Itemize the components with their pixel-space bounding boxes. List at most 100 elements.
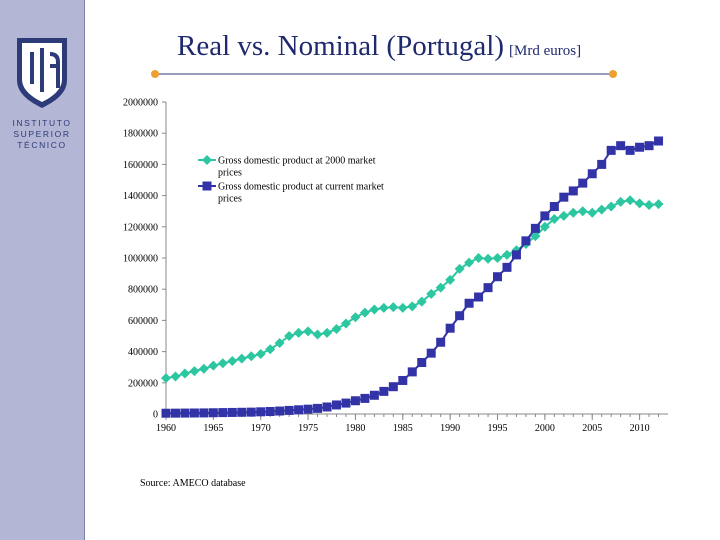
legend-swatch-marker-1	[202, 155, 212, 165]
x-tick-label: 1990	[440, 423, 460, 434]
series-1-point	[568, 207, 579, 218]
series-2-point	[568, 186, 578, 196]
y-tick-label: 1000000	[123, 254, 158, 265]
series-2-point	[644, 141, 654, 151]
series-2-point	[189, 408, 199, 418]
series-1-point	[312, 329, 323, 340]
series-2-point	[246, 407, 256, 417]
series-2-point	[398, 375, 408, 385]
series-1-point	[189, 366, 200, 377]
gdp-line-chart: 0 200000 400000 600000 800000 1000000 1200000 1…	[123, 98, 668, 434]
series-1-point	[596, 204, 607, 215]
series-2-point	[483, 283, 493, 293]
series-2-point	[379, 386, 389, 396]
y-tick-label: 200000	[128, 378, 158, 389]
logo-text-superior: SUPERIOR	[13, 129, 71, 139]
series-2-point	[654, 136, 664, 146]
series-2-point	[417, 358, 427, 368]
series-2-point	[511, 250, 521, 260]
series-1-point	[644, 199, 655, 210]
series-2-point	[199, 408, 209, 418]
legend-entry-2: Gross domestic product at current market…	[218, 182, 384, 205]
slide-title-unit: [Mrd euros]	[509, 43, 582, 59]
series-1-point	[322, 327, 333, 338]
series-1-point	[577, 206, 588, 217]
series-2-point	[474, 292, 484, 302]
series-2-point	[606, 145, 616, 155]
source-note: Source: AMECO database	[140, 478, 246, 489]
series-1-point	[331, 323, 342, 334]
series-2-point	[578, 178, 588, 188]
underline-dot-left	[151, 70, 159, 78]
series-2-point	[322, 402, 332, 412]
x-tick-label: 1985	[393, 423, 413, 434]
series-2-point	[502, 262, 512, 272]
series-2-point	[237, 407, 247, 417]
x-tick-label: 1980	[345, 423, 365, 434]
y-tick-label: 1800000	[123, 129, 158, 140]
series-2-point	[369, 390, 379, 400]
series-2-point	[170, 408, 180, 418]
series-1-point	[246, 351, 257, 362]
series-2-point	[464, 298, 474, 308]
series-1-point	[530, 231, 541, 242]
x-tick-label: 1965	[203, 423, 223, 434]
series-2-point	[341, 398, 351, 408]
series-1-point	[198, 363, 209, 374]
series-2-point	[227, 407, 237, 417]
logo-text-instituto: INSTITUTO	[12, 118, 72, 128]
series-2-point	[388, 382, 398, 392]
underline-dot-right	[609, 70, 617, 78]
series-1-point	[350, 312, 361, 323]
y-tick-label: 600000	[128, 316, 158, 327]
series-1-point	[388, 302, 399, 313]
x-tick-label: 2010	[630, 423, 650, 434]
series-1-point	[274, 338, 285, 349]
y-tick-label: 1400000	[123, 191, 158, 202]
series-2-point	[350, 396, 360, 406]
x-tick-label: 1960	[156, 423, 176, 434]
series-1-point	[445, 274, 456, 285]
series-1-point	[161, 373, 171, 384]
y-tick-label: 800000	[128, 285, 158, 296]
logo-text-tecnico: TÉCNICO	[17, 140, 67, 150]
series-2-point	[530, 223, 540, 233]
y-tick-label: 400000	[128, 347, 158, 358]
series-1-point	[426, 288, 437, 299]
series-1-point	[492, 253, 503, 263]
series-2-point	[218, 408, 228, 418]
x-tick-label: 2000	[535, 423, 555, 434]
series-1-point	[170, 371, 181, 382]
series-2-point	[436, 337, 446, 347]
series-1-point	[615, 196, 626, 207]
series-1-point	[359, 307, 370, 318]
legend-swatch-marker-2	[202, 181, 212, 191]
series-2-point	[161, 408, 171, 418]
series-1-point	[397, 302, 408, 313]
series-1-point	[539, 221, 550, 232]
series-1-point	[265, 344, 276, 355]
series-2-point	[360, 393, 370, 403]
series-1-point	[227, 355, 238, 366]
series-2-point	[284, 405, 294, 415]
series-line-1	[165, 199, 659, 380]
series-2-point	[313, 403, 323, 413]
y-tick-label: 1600000	[123, 160, 158, 171]
x-tick-label: 2005	[582, 423, 602, 434]
title-underline	[151, 70, 617, 78]
series-2-point	[625, 145, 635, 155]
ist-logo-shield-icon	[17, 38, 67, 108]
series-1-point	[378, 302, 389, 313]
series-2-point	[455, 311, 465, 321]
series-1-point	[634, 198, 645, 209]
series-1-point	[236, 353, 247, 364]
series-2-point	[303, 404, 313, 414]
series-2-point	[540, 211, 550, 221]
series-2-point	[493, 272, 503, 282]
shield-monogram	[30, 48, 60, 92]
series-1-point	[435, 282, 446, 293]
series-1-point	[217, 358, 228, 369]
series-2-point	[559, 192, 569, 202]
x-tick-label: 1995	[488, 423, 508, 434]
series-1-point	[653, 199, 664, 210]
